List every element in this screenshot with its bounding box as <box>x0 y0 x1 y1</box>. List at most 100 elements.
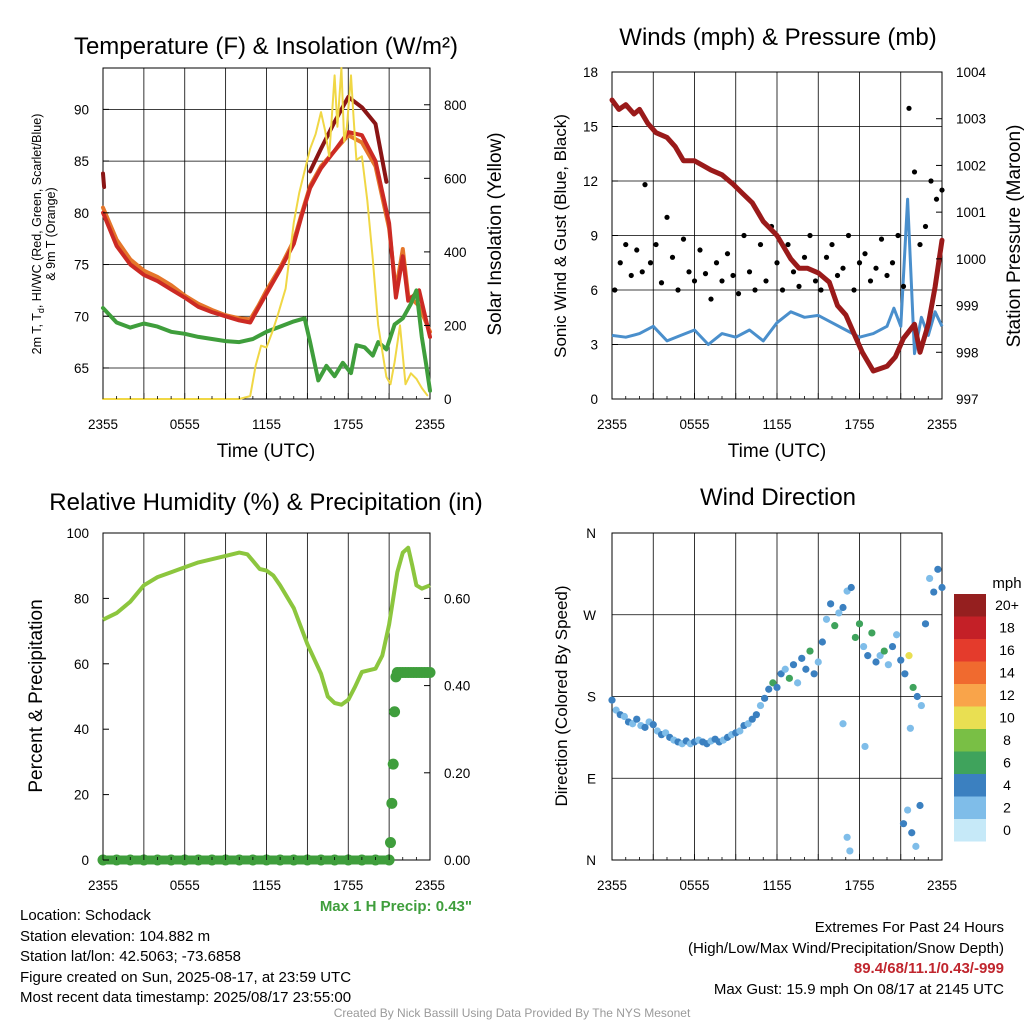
direction-point <box>773 683 781 692</box>
legend-swatch <box>954 751 986 774</box>
direction-point <box>818 638 826 646</box>
temperature-xlabel: Time (UTC) <box>217 441 316 462</box>
gust-point <box>829 241 835 248</box>
winds-ylabel-left: Sonic Wind & Gust (Blue, Black) <box>551 114 570 358</box>
gust-point <box>785 241 791 248</box>
winds-panel: Winds (mph) & Pressure (mb) 2355 0555 1155… <box>551 24 1024 462</box>
recent-data-timestamp: Most recent data timestamp: 2025/08/17 2… <box>20 989 352 1006</box>
gust-point <box>845 232 852 239</box>
gust-point <box>884 272 890 279</box>
legend-label: 20+ <box>995 597 1019 613</box>
direction-point <box>781 665 789 673</box>
station-elevation: Station elevation: 104.882 m <box>20 927 211 945</box>
gust-point <box>675 287 681 293</box>
direction-point <box>789 661 798 669</box>
temperature-panel: Temperature (F) & Insolation (W/m²) 2355… <box>30 33 506 462</box>
direction-point <box>761 694 769 702</box>
temperature-ylabel-left: 2m T, Td, HI/WC (Red, Green, Scarlet/Blu… <box>30 114 58 355</box>
direction-point <box>908 829 916 837</box>
temperature-series-line-1 <box>101 130 432 339</box>
gust-point <box>834 272 841 279</box>
direction-point <box>904 806 912 814</box>
temperature-series <box>101 67 432 400</box>
gust-point <box>658 280 665 286</box>
direction-point <box>798 654 806 662</box>
legend-label: 18 <box>999 620 1015 636</box>
gust-point <box>906 105 912 111</box>
direction-point <box>888 642 897 651</box>
direction-title: Wind Direction <box>700 484 856 511</box>
y-tick-label-right: 400 <box>444 245 467 260</box>
station-info: Location: Schodack Station elevation: 10… <box>20 906 351 1009</box>
humidity-grid <box>143 533 390 860</box>
direction-series <box>608 565 946 855</box>
direction-point <box>861 742 869 751</box>
gust-point <box>724 251 731 257</box>
gust-point <box>818 287 824 293</box>
direction-point <box>905 652 913 660</box>
x-tick-label: 1155 <box>252 417 281 432</box>
x-tick-label: 2355 <box>927 878 957 893</box>
y-tick-label-left: 0 <box>81 853 89 868</box>
gust-point <box>647 260 654 266</box>
y-tick-label-right: 1002 <box>956 158 986 173</box>
direction-point <box>785 674 793 682</box>
y-tick-label-right: 1004 <box>956 65 987 80</box>
gust-point <box>642 182 648 188</box>
x-tick-label: 1155 <box>762 417 791 432</box>
gust-point <box>669 254 676 260</box>
legend-label: 8 <box>1003 732 1011 748</box>
direction-point <box>855 620 864 628</box>
temperature-ylabel-left-subscript: d <box>36 308 46 313</box>
y-tick-label-left: 80 <box>74 591 89 606</box>
direction-point <box>831 622 839 630</box>
y-tick-label-left: 15 <box>583 120 598 135</box>
direction-point <box>906 724 914 732</box>
gust-point <box>900 283 907 289</box>
gust-point <box>895 232 901 239</box>
direction-point <box>880 647 888 655</box>
legend-swatch <box>954 819 986 842</box>
precip-point <box>389 706 401 718</box>
direction-point <box>901 670 909 678</box>
y-tick-label-left: 90 <box>74 102 89 117</box>
direction-point <box>916 801 924 810</box>
gust-point <box>807 232 813 239</box>
direction-point <box>843 833 851 841</box>
direction-point <box>912 842 920 850</box>
y-tick-label-left: 6 <box>590 283 598 298</box>
x-tick-label: 1155 <box>762 878 791 893</box>
x-tick-label: 0555 <box>679 878 709 893</box>
max-gust: Max Gust: 15.9 mph On 08/17 at 2145 UTC <box>713 980 1004 998</box>
y-tick-label-left: 80 <box>74 206 89 221</box>
direction-point <box>913 692 921 701</box>
direction-point <box>899 820 908 828</box>
gust-point <box>639 269 645 275</box>
gust-point <box>939 187 945 193</box>
direction-point <box>822 615 831 623</box>
gust-point <box>928 178 934 184</box>
direction-point <box>868 629 876 637</box>
y-tick-label-right: 200 <box>444 318 467 333</box>
gust-point <box>763 278 769 284</box>
temperature-ylabel-left-line1-rest: , HI/WC (Red, Green, Scarlet/Blue) <box>30 114 44 309</box>
direction-point <box>736 727 744 735</box>
direction-point <box>909 683 917 692</box>
station-latlon: Station lat/lon: 42.5063; -73.6858 <box>20 948 242 965</box>
direction-point <box>860 642 868 651</box>
x-tick-label: 0555 <box>170 417 200 432</box>
gust-point <box>873 265 879 271</box>
direction-point <box>765 685 773 693</box>
direction-point <box>893 631 901 639</box>
temperature-series-line-5 <box>102 67 429 400</box>
legend-swatch <box>954 639 986 662</box>
y-tick-label-right: 600 <box>444 171 467 186</box>
x-tick-label: 2355 <box>415 417 445 432</box>
direction-point <box>810 670 818 678</box>
direction-tick-label: N <box>586 853 596 868</box>
direction-point <box>806 647 814 655</box>
temperature-axes: 2355 0555 1155 1755 2355 65 70 75 80 85 90 0 200 400 6… <box>74 98 467 432</box>
gust-point <box>757 241 764 248</box>
y-tick-label-right: 1001 <box>956 205 986 220</box>
